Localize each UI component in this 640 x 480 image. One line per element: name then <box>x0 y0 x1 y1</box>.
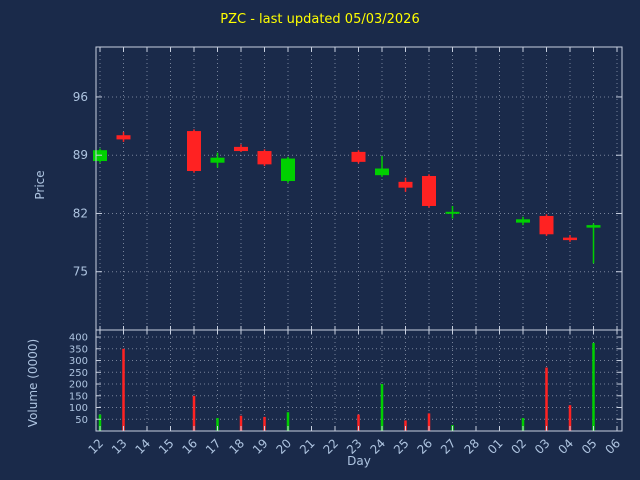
candle-body <box>398 181 413 188</box>
volume-bar <box>357 414 360 431</box>
x-tick-label: 25 <box>391 436 412 457</box>
candle-body <box>563 237 577 241</box>
volume-axis-label: Volume (0000) <box>26 338 40 428</box>
volume-bar <box>521 418 525 431</box>
volume-tick-label: 350 <box>69 344 88 355</box>
volume-bar <box>380 384 384 431</box>
x-tick-label: 28 <box>461 436 482 457</box>
candle-body <box>116 135 131 140</box>
x-tick-label: 04 <box>555 436 576 457</box>
day-axis-label: Day <box>347 454 371 468</box>
x-tick-label: 12 <box>85 436 106 457</box>
x-tick-label: 02 <box>508 436 529 457</box>
volume-bar <box>286 412 290 431</box>
volume-tick-label: 300 <box>69 356 88 367</box>
x-tick-label: 05 <box>579 436 600 457</box>
volume-tick-label: 100 <box>69 403 88 414</box>
volume-tick-label: 50 <box>75 415 88 426</box>
x-tick-label: 16 <box>179 436 200 457</box>
volume-bar <box>98 414 102 431</box>
candle-body <box>422 176 436 206</box>
volume-bar <box>263 416 266 431</box>
candle-body <box>351 151 366 162</box>
volume-tick-label: 250 <box>69 368 88 379</box>
x-tick-label: 15 <box>156 436 177 457</box>
x-tick-label: 17 <box>203 436 224 457</box>
candle-body <box>257 151 272 165</box>
price-tick-label: 75 <box>73 265 88 279</box>
candle-body <box>281 158 295 182</box>
x-tick-label: 06 <box>602 436 623 457</box>
volume-tick-label: 200 <box>69 380 88 391</box>
volume-bar <box>192 395 196 431</box>
candle-body <box>210 157 225 163</box>
volume-bar <box>568 405 572 431</box>
candle-body <box>187 131 201 172</box>
candle-body <box>539 215 554 235</box>
chart-title: PZC - last updated 05/03/2026 <box>220 12 420 27</box>
price-tick-label: 89 <box>73 148 88 162</box>
candle-body <box>445 211 460 214</box>
volume-tick-label: 400 <box>69 333 88 344</box>
volume-bar <box>427 413 431 431</box>
volume-bar <box>122 348 125 431</box>
price-axis-label: Price <box>33 170 47 200</box>
x-tick-label: 26 <box>414 436 435 457</box>
x-tick-label: 20 <box>273 436 294 457</box>
volume-bar <box>216 418 219 431</box>
candle-body <box>375 168 389 176</box>
x-tick-label: 03 <box>532 436 553 457</box>
volume-bar <box>239 415 243 431</box>
x-tick-label: 21 <box>297 436 318 457</box>
volume-bar <box>545 367 548 431</box>
x-tick-label: 18 <box>226 436 247 457</box>
volume-tick-label: 150 <box>69 391 88 402</box>
price-tick-label: 96 <box>73 90 88 104</box>
x-tick-label: 01 <box>485 436 506 457</box>
candle-body <box>516 219 530 223</box>
volume-bar <box>404 420 407 431</box>
x-tick-label: 13 <box>109 436 130 457</box>
candle-body <box>234 146 248 152</box>
x-tick-label: 14 <box>132 436 153 457</box>
volume-bar <box>592 342 595 431</box>
price-tick-label: 82 <box>73 206 88 220</box>
x-tick-label: 19 <box>250 436 271 457</box>
x-tick-label: 27 <box>438 436 459 457</box>
candle-body <box>586 225 601 228</box>
